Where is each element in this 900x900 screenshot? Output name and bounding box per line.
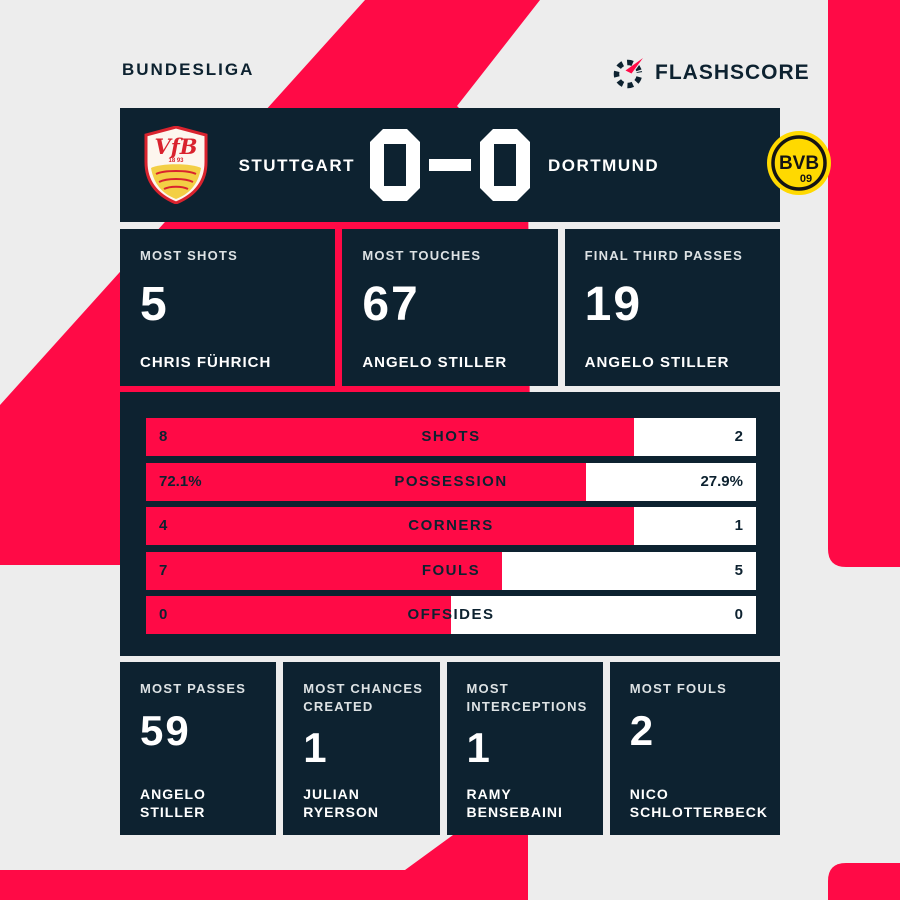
stat-label: OFFSIDES	[407, 606, 495, 623]
stat-card-most-passes: MOST PASSES 59 ANGELO STILLER	[120, 662, 277, 835]
home-value: 4	[159, 517, 168, 534]
stat-card-player: ANGELO STILLER	[140, 785, 206, 820]
stat-card-most-touches: MOST TOUCHES 67 ANGELO STILLER	[342, 229, 558, 386]
stat-card-label: MOST PASSES	[140, 681, 247, 696]
borussia-dortmund-crest: BVB 09	[767, 131, 831, 195]
home-value: 72.1%	[159, 472, 202, 490]
stat-label: CORNERS	[408, 517, 494, 534]
stat-card-label: MOST INTERCEPTIONS	[466, 681, 588, 714]
stat-bar-fouls: 7 FOULS 5	[146, 551, 756, 590]
score-value	[370, 129, 530, 206]
stat-card-player: CHRIS FÜHRICH	[140, 353, 272, 371]
home-score-digit	[370, 129, 420, 201]
home-share-fill	[146, 462, 586, 501]
stat-card-value: 59	[140, 706, 191, 754]
stat-card-label: MOST TOUCHES	[362, 248, 482, 263]
stat-card-most-shots: MOST SHOTS 5 CHRIS FÜHRICH	[120, 229, 336, 386]
stat-card-most-chances-created: MOST CHANCES CREATED 1 JULIAN RYERSON	[283, 662, 440, 835]
bottom-leader-cards: MOST PASSES 59 ANGELO STILLER MOST CHANC…	[120, 662, 780, 835]
stat-card-most-interceptions: MOST INTERCEPTIONS 1 RAMY BENSEBAINI	[446, 662, 603, 835]
home-value: 0	[159, 606, 168, 623]
stat-card-player: JULIAN RYERSON	[303, 785, 379, 820]
bg-bottom-band	[0, 835, 528, 900]
stat-card-label: MOST CHANCES CREATED	[303, 681, 424, 714]
stat-card-final-third-passes: FINAL THIRD PASSES 19 ANGELO STILLER	[564, 229, 780, 386]
stat-card-most-fouls: MOST FOULS 2 NICO SCHLOTTERBECK	[609, 662, 780, 835]
home-share-fill	[146, 596, 451, 634]
bg-right-band	[828, 0, 900, 567]
stat-bar-offsides: 0 OFFSIDES 0	[146, 596, 756, 634]
stat-card-value: 67	[362, 277, 420, 331]
home-value: 7	[159, 561, 168, 579]
stat-card-value: 19	[584, 277, 643, 331]
home-share-fill	[146, 551, 502, 590]
stat-card-player: ANGELO STILLER	[584, 353, 730, 371]
away-value: 2	[734, 428, 743, 445]
flashscore-icon	[613, 57, 645, 89]
away-value: 27.9%	[700, 472, 743, 490]
stat-card-value: 1	[466, 724, 492, 772]
svg-text:09: 09	[800, 173, 812, 185]
score-hyphen	[429, 159, 471, 171]
stat-card-value: 5	[140, 277, 169, 331]
stat-card-player: RAMY BENSEBAINI	[466, 785, 563, 820]
top-leader-cards: MOST SHOTS 5 CHRIS FÜHRICH MOST TOUCHES …	[120, 229, 780, 386]
away-value: 0	[734, 606, 743, 623]
league-title: BUNDESLIGA	[122, 60, 255, 79]
match-stats-panel: 8 SHOTS 2 72.1% POSSESSION 27.9% 4 CORNE…	[120, 392, 780, 656]
stat-card-label: MOST SHOTS	[140, 248, 238, 263]
stat-bar-corners: 4 CORNERS 1	[146, 507, 756, 545]
stat-card-value: 2	[629, 706, 656, 754]
stat-label: POSSESSION	[394, 472, 508, 490]
away-team-name: DORTMUND	[548, 156, 660, 175]
svg-text:BVB: BVB	[779, 153, 819, 174]
flashscore-logo: FLASHSCORE	[612, 56, 810, 90]
stat-card-player: ANGELO STILLER	[362, 353, 508, 371]
away-value: 1	[734, 517, 743, 534]
away-value: 5	[734, 561, 743, 579]
svg-text:VfB: VfB	[154, 134, 197, 159]
stat-bar-possession: 72.1% POSSESSION 27.9%	[146, 462, 756, 501]
home-share-fill	[146, 418, 634, 456]
home-team-name: STUTTGART	[238, 156, 355, 175]
scoreboard: VfB 18 93 STUTTGART DORTMUND BVB 09	[120, 108, 831, 222]
stat-card-label: MOST FOULS	[629, 681, 727, 696]
stat-card-label: FINAL THIRD PASSES	[584, 248, 744, 263]
bg-bottom-right-block	[828, 863, 900, 900]
flashscore-wordmark: FLASHSCORE	[655, 61, 810, 84]
stat-bar-shots: 8 SHOTS 2	[146, 418, 756, 456]
stat-card-player: NICO SCHLOTTERBECK	[629, 785, 768, 820]
svg-text:18 93: 18 93	[168, 158, 184, 164]
stat-card-value: 1	[303, 724, 329, 772]
home-value: 8	[159, 428, 168, 445]
vfb-stuttgart-crest: VfB 18 93	[144, 126, 208, 204]
stat-label: SHOTS	[421, 428, 481, 445]
away-score-digit	[480, 129, 530, 201]
flash-triangle	[625, 58, 643, 74]
stat-label: FOULS	[421, 561, 481, 579]
home-share-fill	[146, 507, 634, 545]
